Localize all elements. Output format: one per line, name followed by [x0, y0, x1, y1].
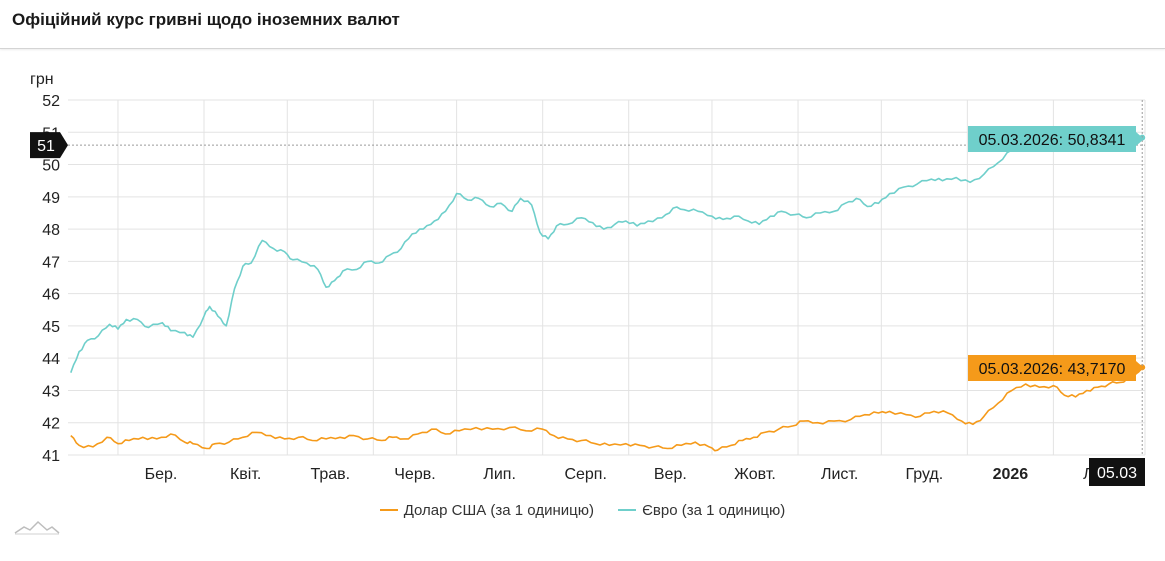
y-tick-label: 42	[42, 416, 60, 433]
x-tick-label: Вер.	[654, 466, 687, 483]
x-tick-label: Бер.	[145, 466, 178, 483]
y-axis-label: грн	[30, 71, 54, 88]
series-lines	[70, 131, 1147, 452]
crosshair-overlay: 51 05.03 05.03.2026: 50,8341 05.03.2026: 43…	[30, 100, 1145, 486]
y-axis: 41 42 43 44 45 46 47 48 49 50 51 52 грн	[30, 71, 60, 465]
crosshair-y-badge	[30, 132, 68, 159]
chart-legend: Долар США (за 1 одиницю) Євро (за 1 один…	[0, 498, 1165, 519]
y-tick-label: 41	[42, 448, 60, 465]
tooltip-label-usd: 05.03.2026: 43,7170	[979, 361, 1126, 378]
crosshair-x-badge	[1089, 458, 1145, 486]
y-tick-label: 49	[42, 190, 60, 207]
chart-grid	[68, 99, 1146, 456]
tooltip-label-eur: 05.03.2026: 50,8341	[979, 132, 1126, 149]
legend-item-eur[interactable]: Євро (за 1 одиницю)	[618, 502, 785, 519]
x-tick-label: Лип.	[483, 466, 516, 483]
series-line-usd	[70, 366, 1143, 452]
y-tick-label: 45	[42, 319, 60, 336]
legend-swatch-eur	[618, 509, 637, 511]
series-line-eur	[70, 131, 1143, 373]
legend-swatch-usd	[379, 509, 398, 511]
mountains-logo-icon	[14, 520, 60, 535]
x-tick-label: Черв.	[394, 466, 435, 483]
crosshair-x-label: 05.03	[1097, 465, 1137, 482]
x-tick-label: Лист.	[821, 466, 858, 483]
x-tick-label: Груд.	[905, 466, 943, 483]
crosshair-y-label: 51	[37, 138, 55, 155]
x-tick-label: 2026	[993, 466, 1029, 483]
y-tick-label: 44	[42, 351, 60, 368]
x-tick-label: Серп.	[564, 466, 606, 483]
tooltip-pointer-eur	[1136, 132, 1144, 146]
y-tick-label: 50	[42, 158, 60, 175]
y-tick-label: 46	[42, 287, 60, 304]
tooltip-pointer-usd	[1136, 361, 1144, 375]
x-tick-label: Жовт.	[734, 466, 776, 483]
x-tick-label: Трав.	[310, 466, 350, 483]
y-tick-label: 48	[42, 222, 60, 239]
y-tick-label: 43	[42, 383, 60, 400]
y-tick-label: 47	[42, 254, 60, 271]
tooltip-eur	[968, 126, 1136, 152]
tooltip-usd	[968, 355, 1136, 381]
y-tick-label: 52	[42, 93, 60, 110]
page-title: Офіційний курс гривні щодо іноземних вал…	[12, 10, 400, 29]
chart-header: Офіційний курс гривні щодо іноземних вал…	[0, 0, 1165, 49]
legend-label-eur: Євро (за 1 одиницю)	[642, 501, 786, 519]
legend-item-usd[interactable]: Долар США (за 1 одиницю)	[379, 501, 594, 519]
x-axis: Бер. Квіт. Трав. Черв. Лип. Серп. Вер. Жовт. Лис…	[145, 466, 1116, 483]
legend-label-usd: Долар США (за 1 одиницю)	[403, 501, 594, 519]
x-tick-label: Квіт.	[230, 466, 261, 483]
